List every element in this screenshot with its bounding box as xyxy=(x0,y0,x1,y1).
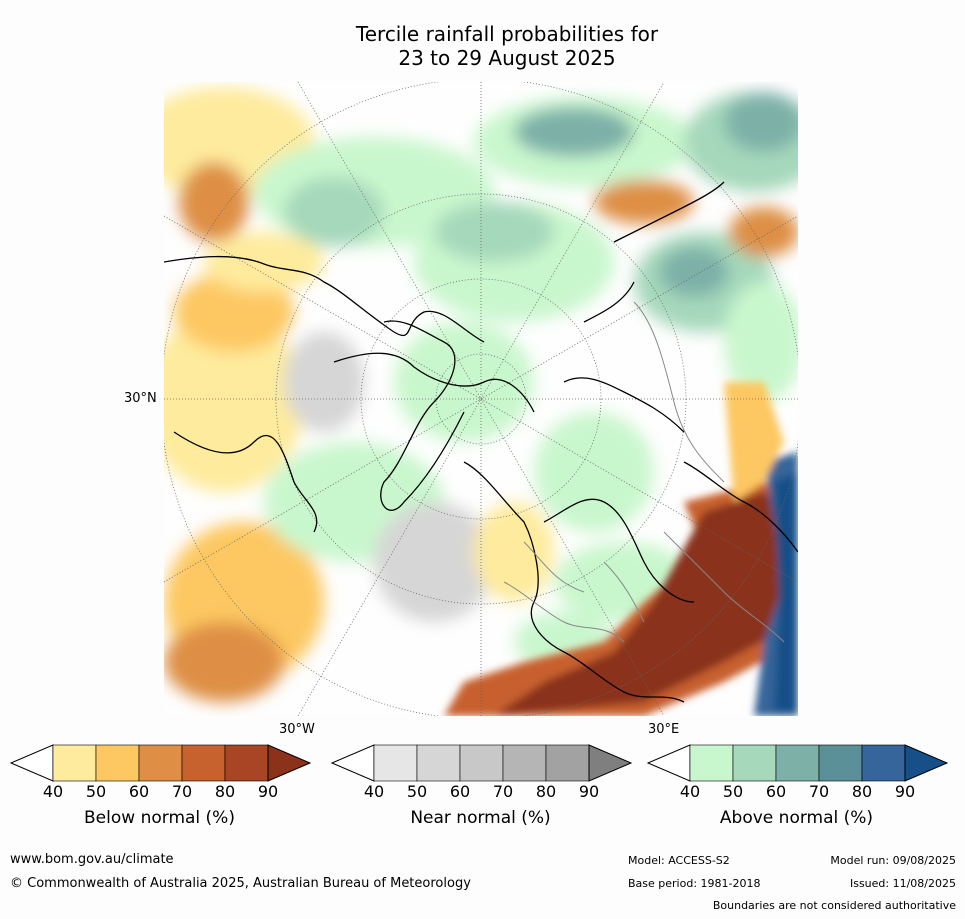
colorbar-tick-label: 60 xyxy=(765,782,787,801)
lon-label-30e: 30°E xyxy=(648,722,680,737)
coastlines xyxy=(164,181,798,703)
below-normal-colorbar xyxy=(9,744,312,786)
map-title: Tercile rainfall probabilities for 23 to… xyxy=(0,22,965,70)
colorbar-over-triangle xyxy=(904,744,949,782)
colorbar-segment xyxy=(502,744,547,782)
colorbar-segment xyxy=(138,744,183,782)
colorbar-tick-label: 70 xyxy=(808,782,830,801)
colorbar-over-triangle xyxy=(588,744,633,782)
colorbar-segment xyxy=(224,744,269,782)
colorbar-tick-label: 70 xyxy=(171,782,193,801)
strong-signal-field xyxy=(444,382,798,716)
colorbar-tick-label: 60 xyxy=(128,782,150,801)
colorbar-tick-label: 40 xyxy=(679,782,701,801)
near-normal-colorbar-title: Near normal (%) xyxy=(410,808,551,828)
below-normal-colorbar-title: Below normal (%) xyxy=(84,808,235,828)
footer-disclaimer: Boundaries are not considered authoritat… xyxy=(712,899,956,912)
footer-issued: Issued: 11/08/2025 xyxy=(849,877,956,890)
footer-website[interactable]: www.bom.gov.au/climate xyxy=(10,852,174,867)
above-normal-colorbar xyxy=(646,744,949,786)
colorbar-tick-label: 90 xyxy=(894,782,916,801)
colorbar-tick-label: 40 xyxy=(363,782,385,801)
colorbar-segment xyxy=(689,744,734,782)
colorbar-tick-label: 80 xyxy=(851,782,873,801)
colorbar-tick-label: 80 xyxy=(535,782,557,801)
colorbar-tick-label: 50 xyxy=(722,782,744,801)
colorbar-segment xyxy=(95,744,140,782)
colorbar-under-triangle xyxy=(330,744,375,782)
colorbar-segment xyxy=(181,744,226,782)
footer-copyright: © Commonwealth of Australia 2025, Austra… xyxy=(10,876,471,891)
near-normal-colorbar xyxy=(330,744,633,786)
colorbar-tick-label: 90 xyxy=(257,782,279,801)
colorbar-under-triangle xyxy=(9,744,54,782)
colorbar-segment xyxy=(545,744,590,782)
colorbar-segment xyxy=(459,744,504,782)
colorbar-tick-label: 50 xyxy=(406,782,428,801)
colorbar-tick-label: 80 xyxy=(214,782,236,801)
map-svg xyxy=(164,82,798,716)
colorbar-segment xyxy=(373,744,418,782)
colorbar-tick-label: 40 xyxy=(42,782,64,801)
colorbar-tick-label: 60 xyxy=(449,782,471,801)
colorbar-segment xyxy=(732,744,777,782)
title-line-2: 23 to 29 August 2025 xyxy=(398,46,616,70)
colorbar-segment xyxy=(818,744,863,782)
probability-field xyxy=(164,87,798,702)
title-line-1: Tercile rainfall probabilities for xyxy=(355,22,659,46)
lat-label-30n: 30°N xyxy=(124,391,157,406)
colorbar-segment xyxy=(416,744,461,782)
colorbar-segment xyxy=(52,744,97,782)
footer-base-period: Base period: 1981-2018 xyxy=(628,877,761,890)
colorbar-under-triangle xyxy=(646,744,691,782)
colorbar-tick-label: 90 xyxy=(578,782,600,801)
footer-model-run: Model run: 09/08/2025 xyxy=(830,854,956,867)
colorbar-over-triangle xyxy=(267,744,312,782)
footer-model: Model: ACCESS-S2 xyxy=(628,854,730,867)
colorbar-segment xyxy=(775,744,820,782)
country-borders xyxy=(503,301,785,643)
colorbar-tick-label: 50 xyxy=(85,782,107,801)
graticule xyxy=(164,82,798,716)
lon-label-30w: 30°W xyxy=(279,722,315,737)
forecast-map[interactable] xyxy=(164,82,798,716)
colorbar-segment xyxy=(861,744,906,782)
colorbar-tick-label: 70 xyxy=(492,782,514,801)
above-normal-colorbar-title: Above normal (%) xyxy=(719,808,874,828)
